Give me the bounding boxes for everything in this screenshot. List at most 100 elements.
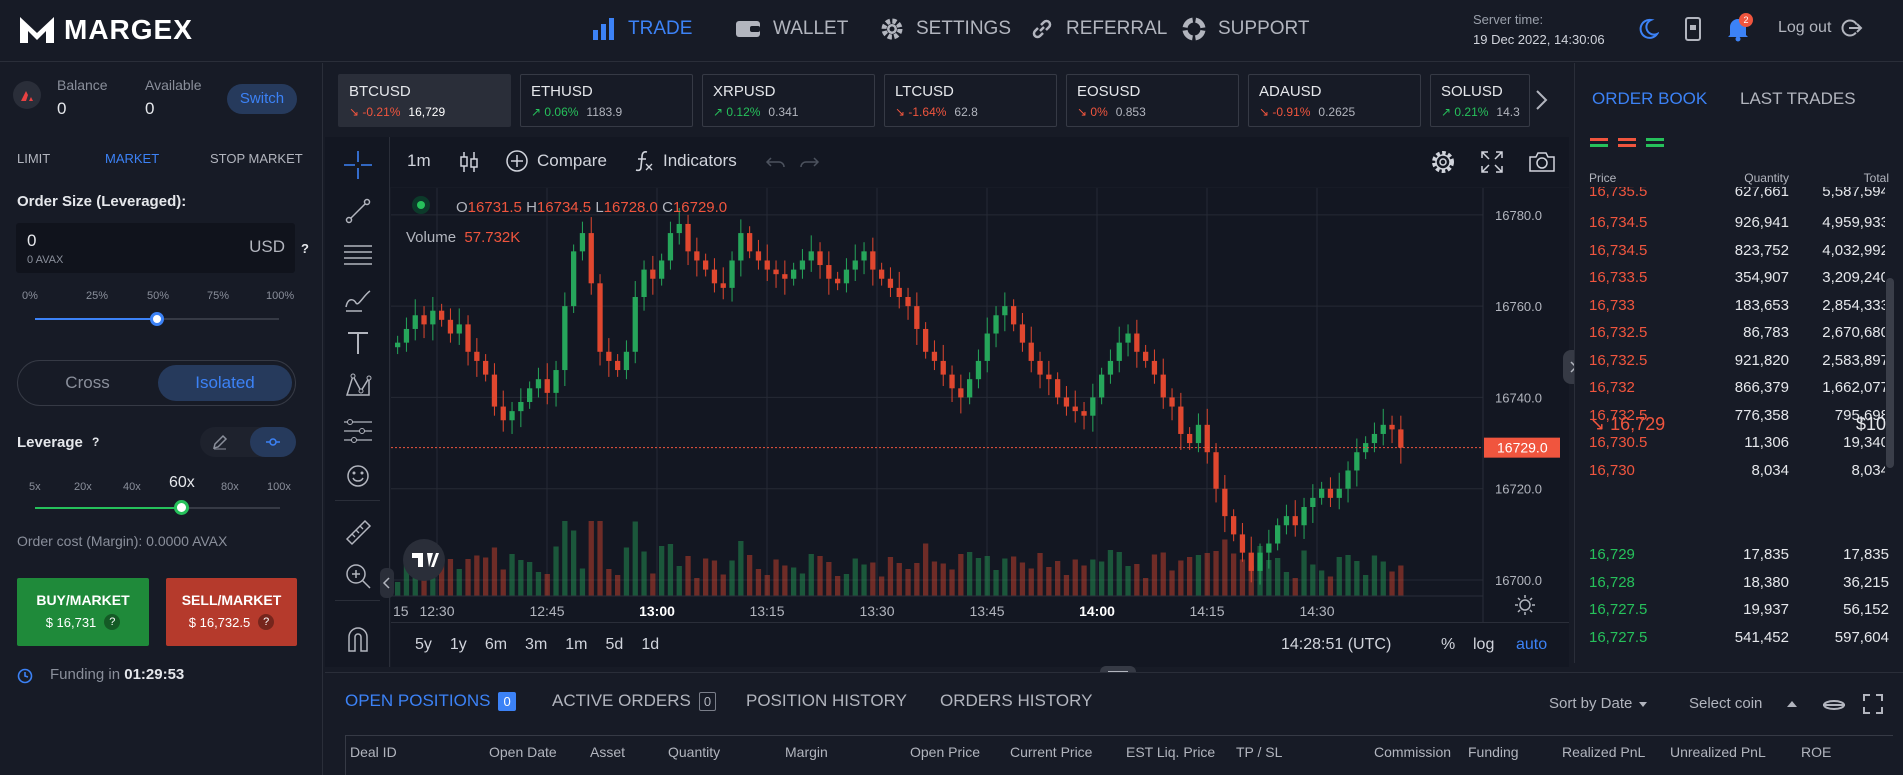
brush-icon[interactable] bbox=[342, 285, 374, 313]
logout-button[interactable]: Log out bbox=[1778, 18, 1863, 38]
text-tool-icon[interactable] bbox=[345, 329, 371, 357]
sell-help-icon[interactable]: ? bbox=[258, 614, 275, 630]
nav-support[interactable]: SUPPORT bbox=[1182, 0, 1310, 58]
logo[interactable]: MARGEX bbox=[18, 12, 193, 48]
crosshair-icon[interactable] bbox=[342, 149, 374, 181]
ticker-ltcusd[interactable]: LTCUSD ↘ -1.64% 62.8 bbox=[884, 74, 1057, 127]
collapse-tools-button[interactable] bbox=[380, 568, 394, 598]
leverage-help-icon[interactable]: ? bbox=[92, 435, 100, 449]
redo-icon[interactable] bbox=[798, 152, 820, 172]
col-asset[interactable]: Asset bbox=[590, 744, 626, 760]
col-commission[interactable]: Commission bbox=[1374, 744, 1452, 760]
tab-stop-market[interactable]: STOP MARKET bbox=[210, 151, 303, 166]
prediction-icon[interactable] bbox=[342, 417, 374, 445]
bid-row[interactable]: 16,729 17,835 17,835 bbox=[1589, 546, 1889, 563]
zoom-in-icon[interactable] bbox=[344, 562, 372, 590]
tab-position-history[interactable]: POSITION HISTORY bbox=[746, 691, 907, 711]
ask-row[interactable]: 16,733.5 354,907 3,209,240 bbox=[1589, 269, 1885, 286]
col-margin[interactable]: Margin bbox=[785, 744, 828, 760]
tab-order-book[interactable]: ORDER BOOK bbox=[1592, 89, 1708, 108]
sell-market-button[interactable]: SELL/MARKET $ 16,732.5 ? bbox=[166, 578, 297, 646]
col-quantity[interactable]: Quantity bbox=[668, 744, 721, 760]
pencil-icon[interactable] bbox=[212, 434, 228, 450]
col-current-price[interactable]: Current Price bbox=[1010, 744, 1093, 760]
interval-button[interactable]: 1m bbox=[407, 151, 431, 170]
orderbook-bids-icon[interactable] bbox=[1645, 135, 1665, 151]
col-deal-id[interactable]: Deal ID bbox=[350, 744, 397, 760]
bid-row[interactable]: 16,728 18,380 36,215 bbox=[1589, 573, 1889, 591]
camera-icon[interactable] bbox=[1528, 150, 1556, 174]
col-tp-sl[interactable]: TP / SL bbox=[1236, 744, 1283, 760]
ask-row[interactable]: 16,733 183,653 2,854,333 bbox=[1589, 296, 1885, 314]
ask-row[interactable]: 16,732.5 776,358 795,698 bbox=[1589, 406, 1885, 424]
compare-button[interactable]: Compare bbox=[505, 149, 607, 173]
price-chart[interactable]: 16780.0 16760.0 16740.0 16720.0 16700.0 15 12… bbox=[391, 188, 1569, 622]
order-size-help-icon[interactable]: ? bbox=[301, 241, 309, 256]
notifications-button[interactable]: 2 bbox=[1726, 13, 1754, 44]
tab-active-orders[interactable]: ACTIVE ORDERS 0 bbox=[552, 691, 717, 711]
auto-toggle[interactable]: auto bbox=[1516, 636, 1548, 653]
nav-referral[interactable]: REFERRAL bbox=[1030, 0, 1167, 58]
col-unrealized-pnl[interactable]: Unrealized PnL bbox=[1670, 744, 1766, 760]
tradingview-logo[interactable] bbox=[403, 539, 445, 581]
ticker-adausd[interactable]: ADAUSD ↘ -0.91% 0.2625 bbox=[1248, 74, 1421, 127]
col-realized-pnl[interactable]: Realized PnL bbox=[1562, 744, 1646, 760]
range-1y[interactable]: 1y bbox=[449, 636, 467, 653]
time-axis[interactable]: 15 12:30 12:45 13:00 13:15 13:30 13:45 14:00 14:… bbox=[391, 595, 1483, 619]
orderbook-asks-icon[interactable] bbox=[1617, 135, 1637, 151]
col-roe[interactable]: ROE bbox=[1801, 744, 1832, 760]
ask-row[interactable]: 16,735.5 627,661 5,587,594 bbox=[1589, 187, 1885, 200]
log-toggle[interactable]: log bbox=[1473, 636, 1495, 653]
nav-trade[interactable]: TRADE bbox=[592, 0, 692, 58]
nav-settings[interactable]: SETTINGS bbox=[880, 0, 1011, 58]
ask-row[interactable]: 16,734.5 823,752 4,032,992 bbox=[1589, 241, 1885, 259]
ticker-btcusd[interactable]: BTCUSD ↘ -0.21% 16,729 bbox=[338, 74, 511, 127]
tab-market[interactable]: MARKET bbox=[105, 151, 160, 166]
hide-icon[interactable] bbox=[1821, 695, 1847, 715]
trend-line-icon[interactable] bbox=[344, 197, 372, 225]
tab-open-positions[interactable]: OPEN POSITIONS 0 bbox=[345, 691, 516, 711]
caret-up-icon[interactable] bbox=[1786, 699, 1798, 709]
tab-limit[interactable]: LIMIT bbox=[17, 151, 51, 166]
col-open-date[interactable]: Open Date bbox=[489, 744, 557, 760]
ticker-eosusd[interactable]: EOSUSD ↘ 0% 0.853 bbox=[1066, 74, 1239, 127]
magnet-icon[interactable] bbox=[345, 625, 371, 653]
ask-row[interactable]: 16,730 8,034 8,034 bbox=[1589, 461, 1885, 479]
expand-icon[interactable] bbox=[1862, 693, 1884, 715]
col-est-liq-price[interactable]: EST Liq. Price bbox=[1126, 744, 1216, 760]
ask-row[interactable]: 16,732 866,379 1,662,077 bbox=[1589, 379, 1885, 396]
slider-mode-button[interactable] bbox=[250, 427, 296, 457]
chart-clock[interactable]: 14:28:51 (UTC) bbox=[1281, 636, 1392, 653]
isolated-button[interactable]: Isolated bbox=[158, 365, 292, 401]
select-coin-dropdown[interactable]: Select coin bbox=[1689, 695, 1763, 712]
legend-visibility-toggle[interactable] bbox=[412, 196, 430, 214]
time-settings-icon[interactable] bbox=[1514, 594, 1536, 616]
horizontal-lines-icon[interactable] bbox=[342, 241, 374, 269]
order-size-input[interactable]: 0 0 AVAX USD bbox=[16, 223, 295, 273]
size-slider-thumb[interactable] bbox=[150, 312, 164, 326]
percent-toggle[interactable]: % bbox=[1441, 636, 1456, 653]
range-1d[interactable]: 1d bbox=[641, 636, 660, 653]
ask-row[interactable]: 16,734.5 926,941 4,959,933 bbox=[1589, 214, 1885, 231]
pattern-icon[interactable] bbox=[343, 371, 373, 401]
ticker-ethusd[interactable]: ETHUSD ↗ 0.06% 1183.9 bbox=[520, 74, 693, 127]
ruler-icon[interactable] bbox=[343, 517, 373, 547]
bid-row[interactable]: 16,727.5 541,452 597,604 bbox=[1589, 628, 1889, 646]
tab-last-trades[interactable]: LAST TRADES bbox=[1740, 89, 1856, 108]
ask-row[interactable]: 16,732.5 921,820 2,583,897 bbox=[1589, 351, 1885, 369]
buy-help-icon[interactable]: ? bbox=[104, 614, 121, 630]
col-open-price[interactable]: Open Price bbox=[910, 744, 981, 760]
range-6m[interactable]: 6m bbox=[484, 636, 508, 653]
buy-market-button[interactable]: BUY/MARKET $ 16,731 ? bbox=[17, 578, 149, 646]
ticker-solusd[interactable]: SOLUSD ↗ 0.21% 14.3 bbox=[1430, 74, 1530, 127]
leverage-slider-thumb[interactable] bbox=[174, 500, 189, 515]
chart-settings-icon[interactable] bbox=[1430, 149, 1456, 175]
leverage-slider[interactable]: 5x 20x 40x 60x 80x 100x bbox=[24, 473, 294, 515]
orderbook-scrollbar[interactable] bbox=[1886, 278, 1894, 468]
range-5y[interactable]: 5y bbox=[415, 636, 432, 653]
nav-wallet[interactable]: WALLET bbox=[735, 0, 848, 58]
ticker-next-icon[interactable] bbox=[1527, 86, 1555, 114]
candles-icon[interactable] bbox=[458, 150, 480, 174]
undo-icon[interactable] bbox=[765, 152, 787, 172]
cross-button[interactable]: Cross bbox=[65, 373, 110, 392]
